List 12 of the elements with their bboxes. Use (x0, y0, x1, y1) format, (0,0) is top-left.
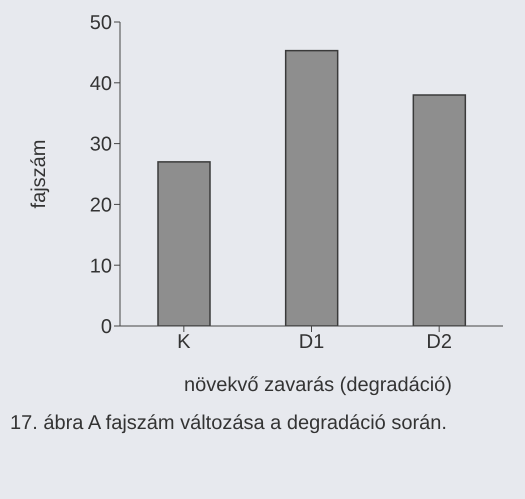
y-tick-label: 40 (90, 72, 112, 95)
x-axis-title: növekvő zavarás (degradáció) (183, 374, 453, 397)
y-tick-label: 30 (90, 134, 112, 156)
y-tick-label: 50 (90, 12, 112, 34)
x-tick-label: D2 (426, 331, 452, 354)
x-tick-label: D1 (298, 331, 324, 354)
text: 17. ábra A fajszám változása a degradáció során. (10, 411, 448, 436)
y-tick-label: 10 (90, 255, 112, 278)
x-tick-label: K (177, 331, 192, 354)
y-tick-label: 0 (100, 316, 112, 338)
y-tick-label: 20 (90, 194, 112, 216)
y-axis-title: fajszám (28, 140, 50, 208)
